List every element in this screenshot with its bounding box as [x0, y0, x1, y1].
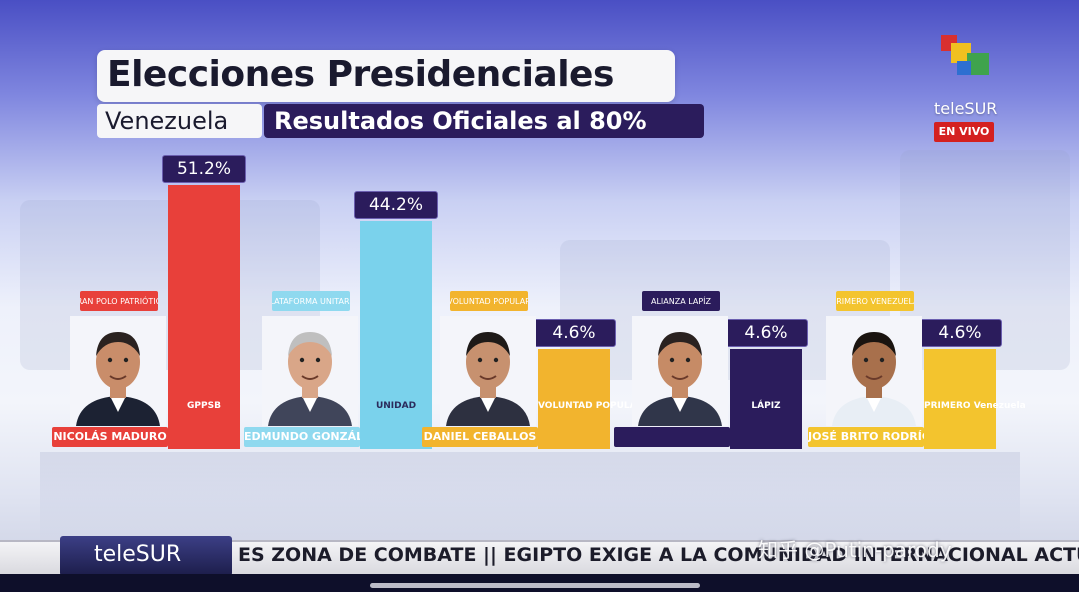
bar-1 [168, 185, 240, 449]
title-panel: Elecciones Presidenciales [97, 50, 675, 102]
candidate-portrait-5 [826, 316, 922, 426]
bar-value-label-4: 4.6% [724, 319, 808, 347]
bar-3 [538, 349, 610, 449]
chart-title: Elecciones Presidenciales [107, 54, 614, 95]
bar-value-label-1: 51.2% [162, 155, 246, 183]
party-tag-1: GRAN POLO PATRIÓTICO [80, 291, 158, 311]
bar-party-logo-3: VOLUNTAD POPULAR [538, 401, 644, 411]
candidate-name-2: EDMUNDO GONZÁLEZ [244, 427, 360, 447]
floor-reflection [40, 452, 1020, 552]
bar-2 [360, 221, 432, 449]
country-label: Venezuela [105, 107, 229, 135]
bar-party-logo-1: GPPSB [187, 401, 221, 411]
bar-party-logo-5: PRIMERO Venezuela [924, 401, 1026, 411]
broadcaster-logo-text: teleSUR [934, 99, 998, 118]
telesur-logo-icon [941, 35, 989, 75]
bar-party-logo-4: LÁPIZ [751, 401, 781, 411]
candidate-name-3: DANIEL CEBALLOS [422, 427, 538, 447]
home-indicator [370, 583, 700, 588]
bar-value-label-5: 4.6% [918, 319, 1002, 347]
candidate-name-4 [614, 427, 730, 447]
candidate-portrait-1 [70, 316, 166, 426]
results-panel: Resultados Oficiales al 80% [264, 104, 704, 138]
bar-value-label-2: 44.2% [354, 191, 438, 219]
party-tag-3: VOLUNTAD POPULAR [450, 291, 528, 311]
ticker-logo-text: teleSUR [94, 542, 182, 567]
candidate-portrait-3 [440, 316, 536, 426]
candidate-portrait-2 [262, 316, 358, 426]
bar-value-label-3: 4.6% [532, 319, 616, 347]
candidate-name-5: JOSÉ BRITO RODRÍGUEZ [808, 427, 924, 447]
watermark: 知乎 @Putin-parody [758, 538, 952, 562]
bar-party-logo-2: UNIDAD [375, 401, 417, 411]
party-tag-5: PRIMERO VENEZUELA [836, 291, 914, 311]
ticker-logo: teleSUR [60, 536, 232, 576]
party-tag-4: ALIANZA LAPÍZ [642, 291, 720, 311]
party-tag-2: PLATAFORMA UNITARIA [272, 291, 350, 311]
candidate-name-1: NICOLÁS MADURO [52, 427, 168, 447]
candidate-portrait-4 [632, 316, 728, 426]
ticker-headline: ES ZONA DE COMBATE || EGIPTO EXIGE A LA … [238, 544, 1079, 566]
results-subtitle: Resultados Oficiales al 80% [274, 107, 647, 135]
bar-5 [924, 349, 996, 449]
country-panel: Venezuela [97, 104, 262, 138]
live-badge: EN VIVO [934, 122, 994, 142]
bar-4 [730, 349, 802, 449]
